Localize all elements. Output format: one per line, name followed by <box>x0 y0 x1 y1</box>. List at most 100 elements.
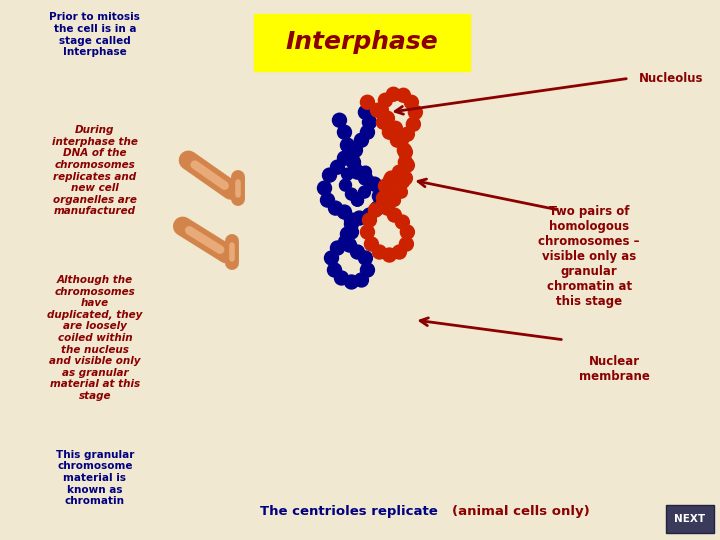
Circle shape <box>362 208 377 222</box>
Circle shape <box>344 217 359 231</box>
Circle shape <box>364 176 375 188</box>
Circle shape <box>354 273 369 287</box>
Circle shape <box>361 263 374 277</box>
Text: Nucleolus: Nucleolus <box>639 72 703 85</box>
Circle shape <box>338 125 351 139</box>
Circle shape <box>344 275 359 289</box>
Circle shape <box>400 127 415 141</box>
Circle shape <box>388 194 400 206</box>
Circle shape <box>388 121 402 135</box>
Circle shape <box>330 160 344 174</box>
Circle shape <box>343 238 356 252</box>
Circle shape <box>351 165 364 179</box>
Circle shape <box>388 194 400 206</box>
Circle shape <box>374 103 388 117</box>
Circle shape <box>387 208 401 222</box>
Circle shape <box>338 151 351 165</box>
FancyBboxPatch shape <box>253 15 470 71</box>
Circle shape <box>361 125 374 139</box>
Circle shape <box>328 201 343 215</box>
Text: Two pairs of
homologous
chromosomes –
visible only as
granular
chromatin at
this: Two pairs of homologous chromosomes – vi… <box>539 205 640 308</box>
Circle shape <box>353 211 366 225</box>
Circle shape <box>320 193 335 207</box>
Circle shape <box>398 155 413 169</box>
Text: Prior to mitosis
the cell is in a
stage called
Interphase: Prior to mitosis the cell is in a stage … <box>50 12 140 57</box>
Text: NEXT: NEXT <box>675 514 706 524</box>
Text: Nuclear
membrane: Nuclear membrane <box>579 355 649 383</box>
Circle shape <box>377 197 390 211</box>
Circle shape <box>341 138 354 152</box>
Circle shape <box>318 181 331 195</box>
Circle shape <box>398 171 413 185</box>
Circle shape <box>380 201 395 215</box>
Circle shape <box>395 186 408 198</box>
Circle shape <box>359 166 372 178</box>
Circle shape <box>344 225 359 239</box>
Circle shape <box>397 88 410 102</box>
Text: During
interphase the
DNA of the
chromosomes
replicates and
new cell
organelles : During interphase the DNA of the chromos… <box>52 125 138 217</box>
Circle shape <box>359 186 370 198</box>
Circle shape <box>400 225 415 239</box>
Circle shape <box>392 245 406 259</box>
Circle shape <box>328 263 341 277</box>
Circle shape <box>385 192 397 204</box>
FancyBboxPatch shape <box>666 505 714 532</box>
Circle shape <box>346 188 357 200</box>
Circle shape <box>359 251 372 265</box>
Circle shape <box>408 105 423 119</box>
Circle shape <box>382 125 397 139</box>
Circle shape <box>364 237 379 251</box>
Text: This granular
chromosome
material is
known as
chromatin: This granular chromosome material is kno… <box>55 450 134 506</box>
Circle shape <box>377 115 390 129</box>
Circle shape <box>370 103 384 117</box>
Circle shape <box>372 245 387 259</box>
Text: (animal cells only): (animal cells only) <box>452 504 590 518</box>
Circle shape <box>359 171 372 185</box>
Circle shape <box>392 170 403 182</box>
Circle shape <box>405 95 418 109</box>
Circle shape <box>400 158 415 172</box>
Circle shape <box>384 174 395 186</box>
Circle shape <box>338 235 353 249</box>
Circle shape <box>338 205 351 219</box>
Circle shape <box>367 177 382 191</box>
Circle shape <box>361 95 374 109</box>
Circle shape <box>325 251 338 265</box>
Circle shape <box>390 133 405 147</box>
Circle shape <box>397 143 411 157</box>
Circle shape <box>335 271 348 285</box>
Circle shape <box>341 227 354 241</box>
Circle shape <box>351 245 364 259</box>
Circle shape <box>362 115 377 129</box>
Circle shape <box>348 143 362 157</box>
Circle shape <box>372 189 387 203</box>
Circle shape <box>392 165 406 179</box>
Circle shape <box>384 191 398 205</box>
Circle shape <box>380 111 395 125</box>
Text: The centrioles replicate: The centrioles replicate <box>260 504 442 518</box>
Circle shape <box>382 184 393 196</box>
Circle shape <box>330 241 344 255</box>
Circle shape <box>379 93 392 107</box>
Circle shape <box>400 237 413 251</box>
Circle shape <box>382 248 397 262</box>
Circle shape <box>361 225 374 239</box>
Circle shape <box>387 87 400 102</box>
Circle shape <box>379 179 392 193</box>
Circle shape <box>346 155 361 169</box>
Circle shape <box>406 117 420 131</box>
Circle shape <box>351 194 364 206</box>
Circle shape <box>384 171 398 185</box>
Circle shape <box>323 168 336 182</box>
Circle shape <box>340 179 351 191</box>
Circle shape <box>341 168 354 180</box>
Circle shape <box>359 105 372 119</box>
Circle shape <box>395 215 410 229</box>
Circle shape <box>344 213 359 227</box>
Text: Interphase: Interphase <box>285 30 438 55</box>
Circle shape <box>377 191 390 205</box>
Circle shape <box>392 183 406 197</box>
Circle shape <box>351 194 364 206</box>
Circle shape <box>398 145 413 159</box>
Text: Although the
chromosomes
have
duplicated, they
are loosely
coiled within
the nuc: Although the chromosomes have duplicated… <box>48 275 143 401</box>
